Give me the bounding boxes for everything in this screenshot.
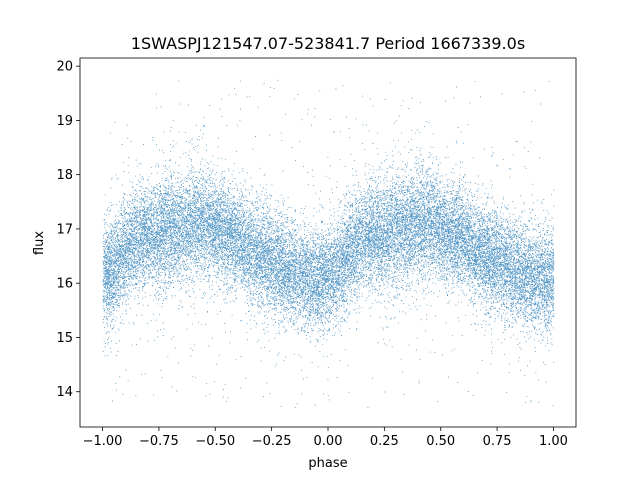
x-tick-label: −0.25 bbox=[252, 434, 292, 449]
y-tick-label: 17 bbox=[56, 222, 73, 237]
x-tick-label: 0.00 bbox=[314, 434, 343, 449]
x-tick-label: −1.00 bbox=[83, 434, 123, 449]
x-tick-label: 0.25 bbox=[370, 434, 399, 449]
y-tick-label: 18 bbox=[56, 168, 73, 183]
scatter-points bbox=[102, 79, 555, 409]
y-tick-label: 16 bbox=[56, 277, 73, 292]
y-tick-label: 15 bbox=[56, 331, 73, 346]
data-points bbox=[102, 79, 555, 409]
y-tick-label: 20 bbox=[56, 60, 73, 75]
x-tick-label: −0.50 bbox=[195, 434, 235, 449]
y-tick-label: 19 bbox=[56, 114, 73, 129]
y-tick-label: 14 bbox=[56, 385, 73, 400]
x-tick-label: 0.75 bbox=[483, 434, 512, 449]
x-tick-label: 1.00 bbox=[539, 434, 568, 449]
x-tick-label: −0.75 bbox=[139, 434, 179, 449]
x-axis-label: phase bbox=[308, 456, 347, 471]
axes: −1.00 −0.75 −0.50 −0.25 0.00 0.25 0.50 0.75 1.00… bbox=[56, 57, 577, 449]
y-axis-label: flux bbox=[32, 231, 47, 255]
chart-title: 1SWASPJ121547.07-523841.7 Period 1667339… bbox=[131, 34, 525, 53]
x-tick-label: 0.50 bbox=[426, 434, 455, 449]
